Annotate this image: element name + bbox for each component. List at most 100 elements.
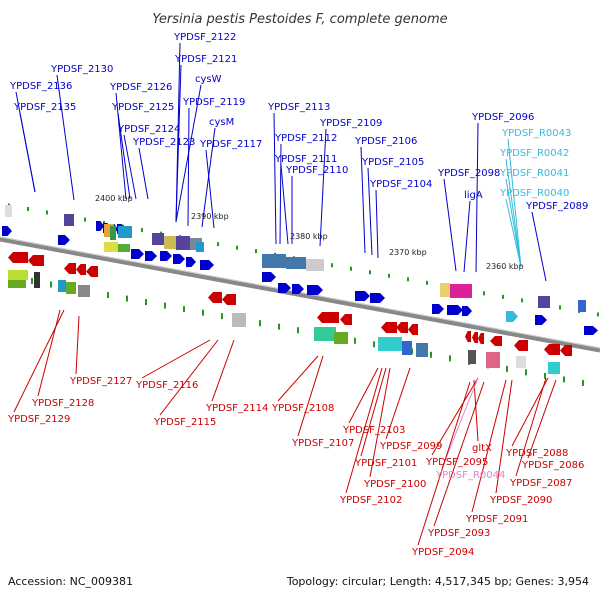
forward-gene-arrow[interactable] [131, 249, 144, 259]
gene-label[interactable]: ligA [464, 190, 483, 201]
gene-feature-block[interactable] [548, 362, 560, 374]
reverse-gene-arrow[interactable] [222, 294, 236, 305]
forward-gene-arrow[interactable] [307, 285, 323, 295]
reverse-gene-arrow[interactable] [560, 345, 572, 356]
gene-label[interactable]: YPDSF_2109 [319, 118, 382, 129]
gene-feature-block[interactable] [118, 244, 130, 252]
gene-feature-block[interactable] [78, 285, 90, 297]
gene-label[interactable]: YPDSF_2099 [379, 441, 442, 452]
forward-gene-arrow[interactable] [160, 251, 172, 261]
gene-feature-block[interactable] [64, 214, 74, 226]
gene-label[interactable]: YPDSF_R0044 [435, 470, 505, 481]
reverse-gene-arrow[interactable] [86, 266, 98, 277]
forward-gene-arrow[interactable] [278, 283, 291, 293]
forward-gene-arrow[interactable] [58, 235, 70, 245]
forward-gene-arrow[interactable] [292, 284, 304, 294]
reverse-gene-arrow[interactable] [28, 255, 44, 266]
gene-label[interactable]: YPDSF_2103 [342, 425, 405, 436]
gene-feature-block[interactable] [306, 259, 324, 271]
gene-label[interactable]: YPDSF_2090 [489, 495, 552, 506]
gene-label[interactable]: YPDSF_2087 [509, 478, 572, 489]
gene-label[interactable]: YPDSF_R0041 [499, 168, 569, 179]
gene-label[interactable]: YPDSF_2122 [173, 32, 236, 43]
gene-feature-block[interactable] [118, 226, 132, 238]
gene-feature-block[interactable] [176, 236, 190, 250]
gene-label[interactable]: YPDSF_2089 [525, 201, 588, 212]
gene-label[interactable]: YPDSF_2098 [437, 168, 500, 179]
forward-gene-arrow[interactable] [200, 260, 214, 270]
reverse-gene-arrow[interactable] [8, 252, 28, 263]
gene-feature-block[interactable] [232, 313, 246, 327]
gene-label[interactable]: YPDSF_2126 [109, 82, 172, 93]
gene-label[interactable]: cysM [209, 117, 234, 128]
gene-feature-block[interactable] [58, 280, 66, 292]
gene-feature-block[interactable] [152, 233, 164, 245]
gene-label[interactable]: YPDSF_2129 [7, 414, 70, 425]
forward-gene-arrow[interactable] [355, 291, 370, 301]
gene-label[interactable]: YPDSF_2088 [505, 448, 568, 459]
gene-label[interactable]: YPDSF_2091 [465, 514, 528, 525]
gene-label[interactable]: YPDSF_2108 [271, 403, 334, 414]
gene-label[interactable]: YPDSF_2113 [267, 102, 330, 113]
forward-gene-arrow[interactable] [145, 251, 157, 261]
reverse-gene-arrow[interactable] [408, 324, 418, 335]
forward-gene-arrow[interactable] [462, 306, 472, 316]
gene-label[interactable]: gltX [472, 443, 492, 454]
forward-gene-arrow[interactable] [262, 272, 276, 282]
gene-feature-block[interactable] [34, 272, 40, 288]
gene-label[interactable]: YPDSF_2112 [274, 133, 337, 144]
reverse-gene-arrow[interactable] [514, 340, 528, 351]
gene-label[interactable]: YPDSF_2111 [274, 154, 337, 165]
gene-feature-block[interactable] [314, 327, 336, 341]
gene-label[interactable]: YPDSF_R0043 [501, 128, 571, 139]
gene-feature-block[interactable] [516, 356, 526, 368]
reverse-gene-arrow[interactable] [340, 314, 352, 325]
gene-label[interactable]: cysW [195, 74, 222, 85]
forward-gene-arrow[interactable] [186, 257, 196, 267]
gene-feature-block[interactable] [8, 270, 28, 280]
gene-feature-block[interactable] [402, 341, 412, 355]
forward-gene-arrow[interactable] [584, 326, 598, 335]
gene-feature-block[interactable] [164, 236, 176, 249]
gene-feature-block[interactable] [104, 242, 118, 252]
reverse-gene-arrow[interactable] [472, 332, 478, 343]
gene-label[interactable]: YPDSF_2093 [427, 528, 490, 539]
gene-feature-block[interactable] [486, 352, 500, 368]
reverse-gene-arrow[interactable] [381, 322, 397, 333]
gene-label[interactable]: YPDSF_2095 [425, 457, 488, 468]
gene-label[interactable]: YPDSF_2123 [132, 137, 195, 148]
gene-feature-block[interactable] [378, 337, 402, 351]
reverse-gene-arrow[interactable] [478, 333, 484, 344]
reverse-gene-arrow[interactable] [490, 336, 502, 346]
gene-feature-block[interactable] [8, 280, 26, 288]
forward-gene-arrow[interactable] [2, 226, 12, 236]
gene-label[interactable]: YPDSF_R0042 [499, 148, 569, 159]
gene-label[interactable]: YPDSF_2107 [291, 438, 354, 449]
forward-gene-arrow[interactable] [535, 315, 547, 325]
reverse-gene-arrow[interactable] [208, 292, 222, 303]
gene-label[interactable]: YPDSF_2114 [205, 403, 268, 414]
gene-label[interactable]: YPDSF_2121 [174, 54, 237, 65]
gene-label[interactable]: YPDSF_2106 [354, 136, 417, 147]
reverse-gene-arrow[interactable] [317, 312, 339, 323]
gene-label[interactable]: YPDSF_2100 [363, 479, 426, 490]
gene-label[interactable]: YPDSF_2115 [153, 417, 216, 428]
gene-label[interactable]: YPDSF_2105 [361, 157, 424, 168]
forward-gene-arrow[interactable] [173, 254, 185, 264]
gene-label[interactable]: YPDSF_2117 [199, 139, 262, 150]
gene-label[interactable]: YPDSF_R0040 [499, 188, 569, 199]
gene-feature-block[interactable] [5, 205, 12, 217]
forward-rna-arrow[interactable] [506, 311, 518, 322]
gene-label[interactable]: YPDSF_2124 [117, 124, 180, 135]
gene-label[interactable]: YPDSF_2086 [521, 460, 584, 471]
gene-label[interactable]: YPDSF_2094 [411, 547, 474, 558]
gene-feature-block[interactable] [262, 254, 286, 268]
gene-feature-block[interactable] [538, 296, 550, 308]
reverse-gene-arrow[interactable] [465, 331, 471, 342]
gene-feature-block[interactable] [334, 332, 348, 344]
gene-feature-block[interactable] [578, 300, 586, 312]
reverse-gene-arrow[interactable] [64, 263, 76, 274]
gene-feature-block[interactable] [66, 282, 76, 294]
gene-label[interactable]: YPDSF_2104 [369, 179, 432, 190]
gene-label[interactable]: YPDSF_2135 [13, 102, 76, 113]
